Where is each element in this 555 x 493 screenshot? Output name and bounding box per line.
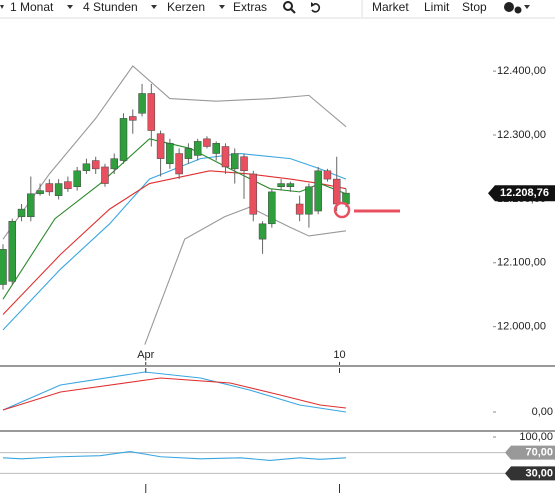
indicator-line [144, 206, 347, 345]
last-price-label: 12.208,76 [500, 187, 549, 199]
zoom-icon[interactable] [283, 1, 296, 14]
candle-body [54, 183, 63, 196]
indicator-line [2, 170, 347, 315]
candle-body [175, 153, 183, 175]
undo-icon[interactable] [311, 2, 321, 13]
candle-body [332, 178, 341, 205]
settings-icon[interactable] [504, 2, 530, 14]
y-tick-label: 12.000,00 [497, 321, 546, 333]
candle-body [212, 143, 220, 154]
candle-body [295, 203, 304, 215]
limit-button[interactable]: Limit [424, 0, 450, 14]
stop-button[interactable]: Stop [462, 0, 487, 14]
interval-select[interactable]: 4 Stunden [83, 0, 138, 14]
y-tick-label: 12.300,00 [497, 129, 546, 141]
candle-body [268, 191, 276, 225]
candle-body [221, 146, 230, 168]
candle-body [45, 183, 54, 193]
candle-body [203, 138, 211, 147]
dropdown-arrow[interactable] [67, 5, 73, 9]
last-price-badge [488, 185, 555, 202]
y-tick-label: 12.100,00 [497, 257, 546, 269]
period-select[interactable]: 1 Monat [10, 0, 54, 14]
candle-body [36, 190, 44, 195]
candle-body [258, 223, 267, 240]
candle-body [64, 181, 72, 189]
candle-body [314, 170, 322, 212]
candle-body [110, 158, 118, 170]
y-tick-label: 12.400,00 [497, 65, 546, 77]
candle-body [240, 156, 248, 172]
chart-type-select[interactable]: Kerzen [167, 0, 205, 14]
indicator-line [2, 152, 347, 331]
extras-menu[interactable]: Extras [233, 0, 267, 14]
candle-body [305, 186, 313, 215]
indicator-line [2, 377, 347, 411]
y-tick-label: 0,00 [532, 406, 553, 418]
market-button[interactable]: Market [372, 0, 409, 14]
dropdown-arrow[interactable] [151, 5, 157, 9]
level-badge [505, 466, 555, 481]
candle-body [323, 170, 332, 180]
candle-body [166, 143, 174, 165]
candle-body [91, 160, 100, 170]
candle-body [231, 153, 239, 170]
candle-body [0, 249, 7, 285]
candle-body [82, 163, 91, 172]
candle-body [119, 118, 128, 161]
candle-body [129, 116, 137, 121]
x-tick-label: 10 [333, 349, 345, 361]
dropdown-arrow[interactable] [0, 5, 4, 9]
candle-body [8, 221, 17, 282]
y-tick-label: 100,00 [519, 431, 553, 443]
candle-body [27, 193, 35, 218]
candle-body [138, 93, 146, 114]
candle-body [286, 183, 295, 188]
annotation [333, 201, 400, 219]
candle-body [193, 141, 202, 156]
candle-body [73, 170, 81, 187]
candle-body [17, 208, 26, 218]
y-tick-label: 70,00 [525, 447, 553, 459]
candle-body [277, 183, 285, 188]
candle-body [147, 93, 156, 131]
level-badge [505, 445, 555, 460]
y-tick-label: 30,00 [525, 467, 553, 479]
x-tick-label: Apr [137, 349, 154, 361]
toolbar [0, 0, 555, 18]
dropdown-arrow[interactable] [219, 5, 225, 9]
candle-body [156, 133, 165, 159]
indicator-line [2, 371, 347, 413]
indicator-line [2, 451, 347, 461]
indicator-line [2, 65, 347, 240]
candle-body [249, 173, 258, 215]
candle-body [101, 166, 109, 184]
candle-body [184, 148, 193, 159]
